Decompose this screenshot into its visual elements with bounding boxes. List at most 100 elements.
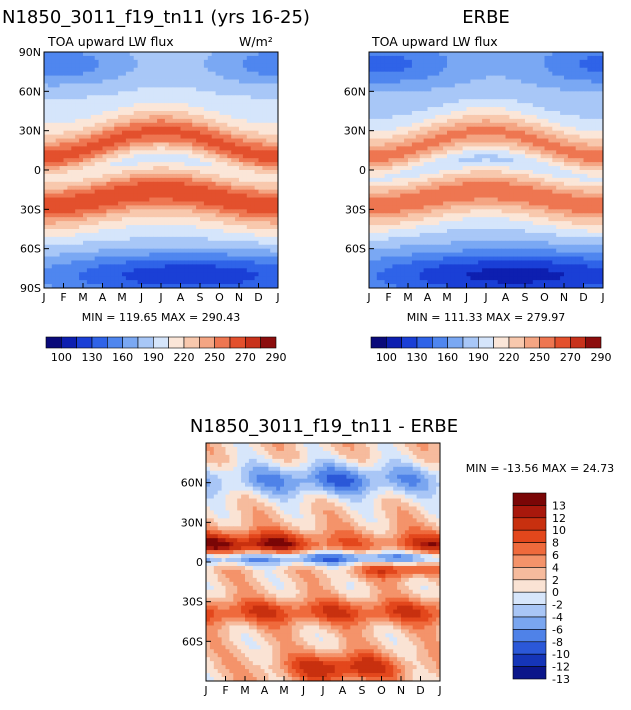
heatmap-cell — [188, 126, 193, 132]
heatmap-cell — [242, 83, 248, 88]
heatmap-cell — [98, 240, 103, 246]
heatmap-cell — [94, 114, 99, 120]
heatmap-cell — [447, 79, 452, 84]
heatmap-cell — [71, 217, 76, 222]
heatmap-cell — [192, 130, 197, 135]
heatmap-cell — [145, 256, 150, 261]
heatmap-cell — [122, 193, 127, 198]
heatmap-cell — [392, 122, 397, 128]
heatmap-cell — [106, 197, 111, 202]
heatmap-cell — [454, 103, 460, 108]
heatmap-cell — [172, 264, 177, 269]
heatmap-cell — [427, 103, 432, 108]
heatmap-cell — [83, 170, 88, 175]
heatmap-cell — [145, 229, 150, 234]
heatmap-cell — [211, 118, 216, 124]
heatmap-cell — [122, 252, 127, 257]
heatmap-cell — [110, 217, 115, 222]
heatmap-cell — [239, 111, 244, 116]
heatmap-cell — [164, 91, 170, 96]
heatmap-cell — [122, 248, 127, 253]
heatmap-cell — [176, 236, 181, 242]
heatmap-cell — [556, 126, 561, 132]
heatmap-cell — [55, 95, 60, 100]
heatmap-cell — [435, 126, 440, 132]
heatmap-cell — [161, 134, 166, 139]
heatmap-cell — [200, 63, 205, 69]
heatmap-cell — [114, 248, 119, 253]
heatmap-cell — [86, 79, 92, 84]
heatmap-cell — [75, 284, 80, 289]
heatmap-cell — [423, 107, 428, 112]
heatmap-cell — [118, 130, 123, 135]
heatmap-cell — [172, 79, 177, 84]
heatmap-cell — [536, 79, 541, 84]
heatmap-cell — [567, 59, 573, 65]
heatmap-cell — [203, 55, 209, 61]
heatmap-cell — [153, 95, 158, 100]
heatmap-cell — [98, 280, 103, 285]
heatmap-cell — [118, 158, 123, 163]
heatmap-cell — [133, 209, 138, 214]
heatmap-cell — [86, 95, 92, 100]
heatmap-cell — [75, 95, 80, 100]
heatmap-cell — [258, 248, 263, 253]
heatmap-cell — [63, 232, 68, 238]
heatmap-cell — [447, 55, 452, 61]
heatmap-cell — [595, 134, 600, 139]
heatmap-cell — [200, 229, 205, 234]
heatmap-cell — [215, 276, 220, 281]
heatmap-cell — [94, 122, 99, 128]
heatmap-cell — [114, 284, 119, 289]
heatmap-cell — [454, 122, 460, 128]
heatmap-cell — [509, 83, 514, 88]
heatmap-cell — [215, 126, 220, 132]
heatmap-cell — [254, 193, 259, 198]
heatmap-cell — [133, 252, 138, 257]
heatmap-cell — [196, 122, 201, 128]
heatmap-cell — [376, 134, 382, 139]
heatmap-cell — [242, 114, 248, 120]
heatmap-cell — [172, 99, 177, 104]
heatmap-cell — [102, 52, 107, 57]
heatmap-cell — [404, 83, 409, 88]
heatmap-cell — [98, 122, 103, 128]
heatmap-cell — [192, 71, 197, 76]
heatmap-cell — [161, 225, 166, 230]
heatmap-cell — [447, 111, 452, 116]
heatmap-cell — [583, 107, 588, 112]
heatmap-cell — [55, 181, 60, 187]
heatmap-cell — [266, 201, 271, 206]
heatmap-cell — [458, 83, 463, 88]
heatmap-cell — [231, 193, 236, 198]
heatmap-cell — [59, 55, 64, 61]
heatmap-cell — [145, 272, 150, 277]
heatmap-cell — [207, 185, 213, 191]
heatmap-cell — [180, 83, 185, 88]
heatmap-cell — [258, 122, 263, 128]
heatmap-cell — [427, 118, 432, 124]
heatmap-cell — [114, 209, 119, 214]
heatmap-cell — [486, 130, 491, 135]
heatmap-cell — [63, 146, 68, 151]
heatmap-cell — [59, 173, 64, 179]
heatmap-cell — [83, 59, 88, 65]
heatmap-cell — [254, 260, 259, 265]
heatmap-cell — [262, 87, 267, 92]
heatmap-cell — [129, 114, 135, 120]
heatmap-cell — [102, 67, 107, 73]
heatmap-cell — [141, 111, 146, 116]
heatmap-cell — [172, 197, 177, 202]
heatmap-cell — [110, 268, 115, 273]
heatmap-cell — [235, 221, 240, 226]
heatmap-cell — [71, 111, 76, 116]
heatmap-cell — [231, 284, 236, 289]
heatmap-cell — [118, 232, 123, 238]
heatmap-cell — [200, 236, 205, 242]
colorbar-swatch — [122, 336, 139, 349]
heatmap-cell — [114, 99, 119, 104]
heatmap-cell — [274, 248, 279, 253]
heatmap-cell — [188, 209, 193, 214]
heatmap-cell — [207, 130, 213, 135]
heatmap-cell — [67, 150, 72, 155]
